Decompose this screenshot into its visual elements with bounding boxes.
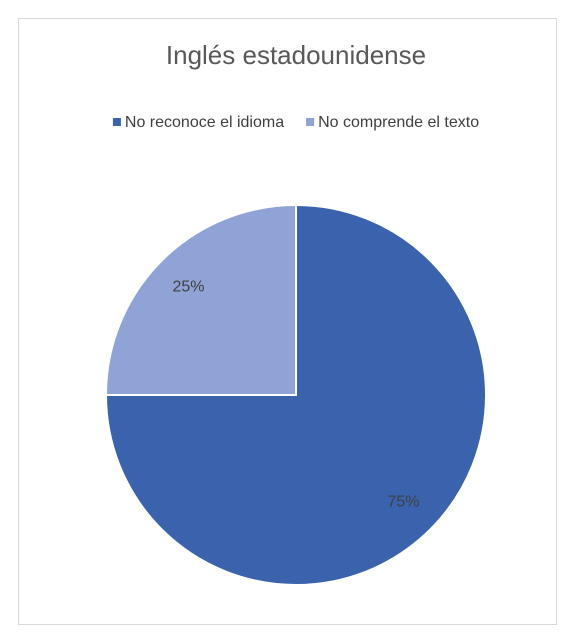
legend-marker (112, 118, 121, 126)
legend-marker (306, 118, 315, 126)
data-label: 25% (173, 279, 205, 296)
legend-label: No reconoce el idioma (125, 114, 284, 131)
pie-slice (104, 203, 297, 396)
chart-title: Inglés estadounidense (166, 40, 426, 70)
legend-label: No comprende el texto (318, 114, 479, 131)
data-label: 75% (387, 494, 419, 511)
